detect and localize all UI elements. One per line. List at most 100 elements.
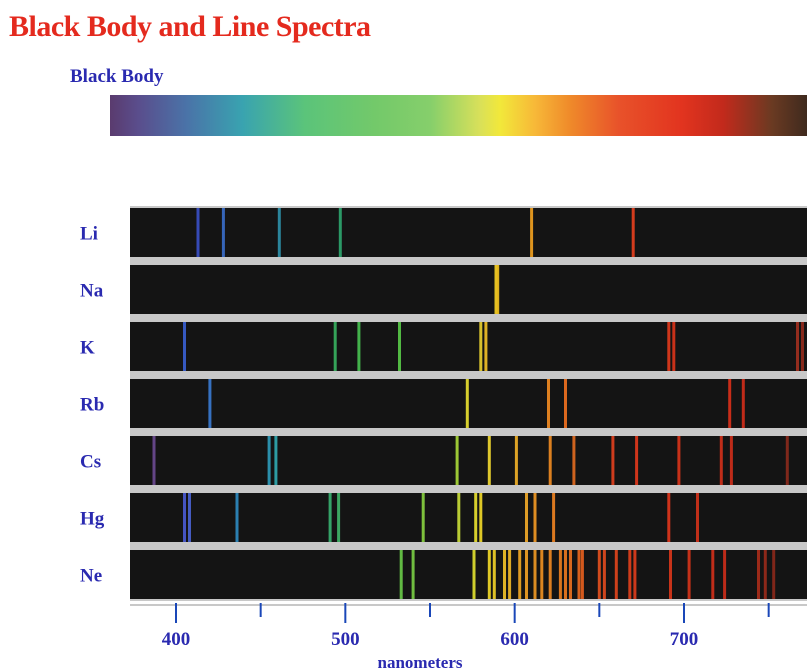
page-title: Black Body and Line Spectra: [9, 10, 371, 43]
strip-background: [130, 550, 807, 599]
emission-line-ne-717: [711, 550, 715, 599]
emission-line-ne-603: [518, 550, 522, 599]
emission-line-ne-533: [399, 550, 403, 599]
black-body-label: Black Body: [70, 66, 164, 87]
spectrum-strip-li: [130, 208, 807, 257]
emission-line-cs-728: [729, 436, 733, 485]
emission-line-rb-727: [728, 379, 732, 428]
emission-line-rb-420: [208, 379, 212, 428]
emission-line-ne-585: [487, 550, 491, 599]
emission-line-cs-601: [514, 436, 518, 485]
emission-line-hg-405: [183, 493, 186, 542]
emission-line-hg-623: [552, 493, 556, 542]
element-label-hg: Hg: [80, 509, 105, 530]
emission-line-cs-621: [548, 436, 552, 485]
emission-line-ne-668: [628, 550, 632, 599]
emission-line-ne-540: [411, 550, 415, 599]
spectrum-strip-cs: [130, 436, 807, 485]
emission-line-hg-607: [525, 493, 528, 542]
emission-line-ne-660: [614, 550, 618, 599]
emission-line-cs-697: [677, 436, 681, 485]
emission-line-ne-594: [503, 550, 506, 599]
emission-line-hg-577: [474, 493, 478, 542]
emission-line-hg-612: [533, 493, 537, 542]
strip-background: [130, 436, 807, 485]
emission-line-hg-708: [696, 493, 699, 542]
spectrum-strip-na: [130, 265, 807, 314]
emission-line-ne-630: [564, 550, 567, 599]
strip-background: [130, 493, 807, 542]
emission-line-k-532: [398, 322, 401, 371]
spectrum-strip-hg: [130, 493, 807, 542]
emission-line-ne-748: [763, 550, 767, 599]
strip-background: [130, 208, 807, 257]
emission-line-hg-408: [188, 493, 191, 542]
emission-line-na-589: [494, 265, 498, 314]
emission-line-ne-616: [540, 550, 544, 599]
emission-line-ne-653: [602, 550, 606, 599]
emission-line-cs-672: [635, 436, 639, 485]
emission-line-ne-638: [577, 550, 581, 599]
emission-line-rb-735: [741, 379, 745, 428]
emission-line-ne-671: [633, 550, 637, 599]
emission-line-ne-612: [533, 550, 537, 599]
emission-line-k-583: [484, 322, 488, 371]
emission-line-hg-580: [479, 493, 483, 542]
element-label-rb: Rb: [80, 395, 104, 416]
emission-line-ne-621: [548, 550, 552, 599]
emission-line-li-461: [277, 208, 281, 257]
emission-line-rb-572: [465, 379, 469, 428]
emission-line-k-694: [672, 322, 676, 371]
axis-title: nanometers: [378, 653, 463, 671]
emission-line-ne-576: [472, 550, 476, 599]
emission-line-ne-640: [580, 550, 584, 599]
emission-line-ne-703: [687, 550, 691, 599]
emission-line-hg-496: [337, 493, 341, 542]
emission-line-k-405: [183, 322, 186, 371]
emission-line-k-580: [479, 322, 483, 371]
emission-line-rb-620: [547, 379, 550, 428]
emission-line-ne-597: [508, 550, 512, 599]
emission-line-ne-724: [723, 550, 727, 599]
emission-line-li-413: [196, 208, 200, 257]
black-body-spectrum-bar: [110, 95, 807, 136]
strip-background: [130, 265, 807, 314]
emission-line-cs-722: [719, 436, 723, 485]
element-label-cs: Cs: [80, 452, 101, 473]
emission-line-hg-546: [421, 493, 425, 542]
emission-line-cs-761: [785, 436, 789, 485]
element-label-k: K: [80, 338, 95, 359]
emission-line-li-497: [338, 208, 342, 257]
tick-label-400: 400: [162, 629, 191, 650]
emission-line-li-428: [221, 208, 225, 257]
emission-line-k-770: [801, 322, 804, 371]
spectrum-strip-k: [130, 322, 807, 371]
tick-label-500: 500: [331, 629, 360, 650]
emission-line-rb-630: [564, 379, 567, 428]
emission-line-cs-387: [152, 436, 156, 485]
emission-line-ne-607: [525, 550, 528, 599]
emission-line-cs-455: [267, 436, 271, 485]
emission-line-k-767: [796, 322, 799, 371]
emission-line-cs-585: [487, 436, 491, 485]
emission-line-ne-588: [492, 550, 496, 599]
emission-line-k-494: [333, 322, 337, 371]
emission-line-k-508: [357, 322, 361, 371]
tick-label-600: 600: [500, 629, 529, 650]
emission-line-cs-459: [274, 436, 278, 485]
emission-line-hg-567: [457, 493, 461, 542]
emission-line-na-590: [496, 265, 500, 314]
emission-line-ne-633: [569, 550, 572, 599]
emission-line-ne-692: [669, 550, 672, 599]
emission-line-ne-744: [757, 550, 760, 599]
emission-line-li-610: [530, 208, 534, 257]
element-label-li: Li: [80, 224, 98, 245]
strip-background: [130, 322, 807, 371]
element-label-ne: Ne: [80, 566, 102, 587]
emission-line-cs-635: [572, 436, 576, 485]
emission-line-cs-566: [455, 436, 459, 485]
emission-line-ne-650: [597, 550, 601, 599]
emission-line-cs-658: [611, 436, 615, 485]
